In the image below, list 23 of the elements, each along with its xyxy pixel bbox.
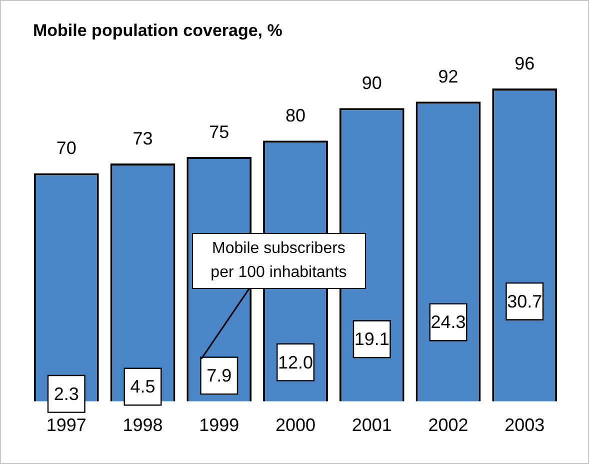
x-tick-label: 1998	[122, 415, 163, 436]
data-label: 90	[362, 73, 382, 94]
data-label: 2.3	[54, 384, 79, 404]
data-label: 30.7	[507, 291, 542, 312]
data-label: 75	[209, 122, 230, 142]
x-tick-label: 2001	[352, 415, 392, 436]
x-tick-label: 1999	[199, 415, 240, 436]
data-label: 4.5	[130, 376, 156, 397]
x-tick-label: 2003	[504, 415, 545, 436]
data-label: 80	[285, 106, 306, 126]
data-label: 70	[56, 138, 76, 158]
data-label: 73	[132, 128, 153, 148]
data-label: 92	[438, 66, 458, 87]
data-label: 7.9	[206, 366, 232, 386]
chart-title: Mobile population coverage, %	[33, 21, 282, 41]
data-label: 24.3	[430, 312, 466, 332]
x-tick-label: 1997	[46, 415, 86, 436]
data-label: 19.1	[354, 329, 390, 350]
x-tick-label: 2002	[428, 415, 468, 436]
annotation: Mobile subscribers per 100 inhabitants	[192, 233, 366, 290]
x-tick-label: 2000	[275, 415, 316, 436]
data-label: 12.0	[278, 352, 314, 372]
data-label: 96	[514, 54, 535, 74]
